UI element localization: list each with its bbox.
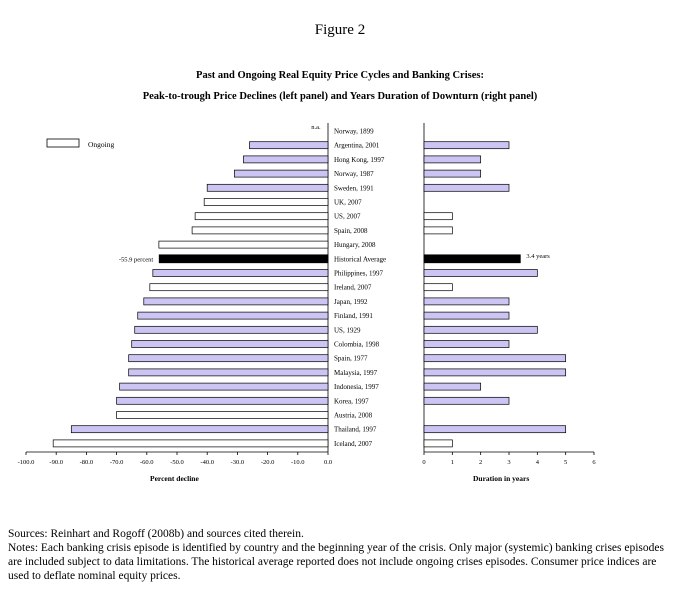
category-label-austria-2008: Austria, 2008	[334, 412, 373, 420]
left-bar-thailand-1997	[70, 425, 329, 434]
right-x-axis-label: Duration in years	[473, 474, 529, 483]
chart-subtitle: Peak-to-trough Price Declines (left pane…	[142, 91, 538, 102]
left-bar-uk-2007	[203, 198, 329, 206]
category-label-argentina-2001: Argentina, 2001	[334, 142, 380, 150]
figure-label: Figure 2	[314, 22, 366, 38]
left-x-tick-label: -80.0	[80, 459, 94, 466]
category-label-malaysia-1997: Malaysia, 1997	[334, 369, 378, 377]
left-average-label: -55.9 percent	[119, 256, 153, 263]
left-x-tick-label: -10.0	[291, 459, 305, 466]
right-bar-argentina-2001	[423, 141, 510, 150]
right-x-tick-label: 4	[536, 459, 540, 466]
left-bar-finland-1991	[137, 311, 329, 320]
left-bar-colombia-1998	[131, 340, 329, 348]
left-bar-iceland-2007	[52, 439, 329, 448]
right-x-tick-label: 3	[507, 459, 510, 466]
category-label-sweden-1991: Sweden, 1991	[334, 184, 374, 192]
category-label-japan-1992: Japan, 1992	[334, 298, 368, 306]
right-bar-malaysia-1997	[423, 368, 567, 377]
left-bar-hong-kong-1997	[243, 155, 329, 164]
left-panel: -100.0 -90.0 -80.0 -70.0 -60.0 -50.0 -40.0 -30.…	[18, 123, 332, 466]
right-bar-spain-1977	[423, 354, 567, 363]
category-label-spain-1977: Spain, 1977	[334, 355, 368, 363]
left-bar-spain-1977	[128, 354, 329, 363]
left-bar-korea-1997	[116, 396, 329, 405]
left-x-tick-label: -100.0	[18, 459, 35, 466]
right-bar-philippines-1997	[423, 269, 538, 277]
right-panel: 0 1 2 3 4 5 6 3.4 years	[422, 123, 596, 466]
right-bar-norway-1987	[423, 169, 482, 178]
left-bar-austria-2008	[116, 411, 329, 419]
category-label-us-2007: US, 2007	[334, 213, 361, 221]
right-x-tick-label: 2	[479, 459, 482, 466]
left-bar-sweden-1991	[206, 183, 329, 192]
category-label-iceland-2007: Iceland, 2007	[334, 440, 373, 448]
category-label-korea-1997: Korea, 1997	[334, 397, 369, 405]
right-bar-iceland-2007	[423, 439, 453, 448]
category-label-hong-kong-1997: Hong Kong, 1997	[334, 156, 385, 164]
category-label-norway-1899: Norway, 1899	[334, 128, 374, 136]
right-bar-indonesia-1997	[423, 382, 482, 391]
right-bar-japan-1992	[423, 297, 510, 306]
category-labels: Norway, 1899 Argentina, 2001 Hong Kong, 19…	[334, 128, 386, 448]
left-bar-spain-2008	[191, 226, 329, 235]
category-label-philippines-1997: Philippines, 1997	[334, 270, 384, 278]
na-label: n.a.	[311, 124, 321, 131]
right-bar-us-1929	[423, 325, 538, 334]
right-bar-colombia-1998	[423, 340, 510, 348]
left-bar-us-1929	[134, 325, 329, 334]
right-x-tick-label: 6	[592, 459, 596, 466]
category-label-spain-2008: Spain, 2008	[334, 227, 368, 235]
right-bar-us-2007	[423, 212, 453, 221]
right-bar-spain-2008	[423, 226, 453, 235]
left-x-tick-label: -90.0	[49, 459, 63, 466]
category-label-indonesia-1997: Indonesia, 1997	[334, 383, 379, 391]
left-x-tick-label: -60.0	[140, 459, 154, 466]
left-bar-argentina-2001	[249, 141, 329, 150]
left-x-axis-label: Percent decline	[150, 474, 199, 483]
category-label-colombia-1998: Colombia, 1998	[334, 341, 380, 349]
right-bar-ireland-2007	[423, 283, 453, 292]
right-x-tick-label: 5	[564, 459, 567, 466]
left-x-tick-label: -70.0	[110, 459, 124, 466]
category-label-thailand-1997: Thailand, 1997	[334, 426, 377, 434]
right-bar-thailand-1997	[423, 425, 567, 434]
right-bar-finland-1991	[423, 311, 510, 320]
category-label-finland-1991: Finland, 1991	[334, 312, 373, 320]
category-label-historical-average: Historical Average	[334, 255, 386, 263]
legend: Ongoing	[46, 138, 115, 149]
notes-text: Notes: Each banking crisis episode is id…	[8, 542, 664, 582]
left-bar-historical-average	[158, 254, 329, 264]
sources-note: Sources: Reinhart and Rogoff (2008b) and…	[8, 528, 304, 540]
right-bar-sweden-1991	[423, 183, 510, 192]
left-bar-malaysia-1997	[128, 368, 329, 377]
left-x-tick-label: -20.0	[261, 459, 275, 466]
left-bar-us-2007	[194, 212, 329, 221]
left-x-tick-label: -30.0	[231, 459, 245, 466]
left-x-tick-label: -40.0	[200, 459, 214, 466]
category-label-ireland-2007: Ireland, 2007	[334, 284, 372, 292]
chart-canvas: Ongoing -100.0 -90.0 -80.0 -70.0 -60.0 -50.0-…	[18, 123, 596, 483]
left-bar-philippines-1997	[152, 269, 329, 277]
chart-title: Past and Ongoing Real Equity Price Cycle…	[196, 70, 484, 81]
category-label-us-1929: US, 1929	[334, 326, 361, 334]
left-bar-ireland-2007	[149, 283, 329, 292]
right-x-tick-label: 1	[451, 459, 454, 466]
left-bar-japan-1992	[143, 297, 329, 306]
right-average-label: 3.4 years	[526, 253, 550, 260]
right-x-tick-label: 0	[422, 459, 425, 466]
category-label-norway-1987: Norway, 1987	[334, 170, 374, 178]
legend-label-ongoing: Ongoing	[88, 140, 115, 149]
left-bar-hungary-2008	[158, 240, 329, 249]
right-bar-hong-kong-1997	[423, 155, 482, 164]
left-x-tick-label: -50.0	[170, 459, 184, 466]
left-x-tick-label: 0.0	[324, 459, 332, 466]
right-bar-korea-1997	[423, 396, 510, 405]
right-bar-historical-average	[423, 254, 521, 264]
category-label-hungary-2008: Hungary, 2008	[334, 241, 376, 249]
left-bar-indonesia-1997	[119, 382, 329, 391]
category-label-uk-2007: UK, 2007	[334, 199, 362, 207]
left-bar-norway-1987	[234, 169, 329, 178]
legend-swatch-ongoing	[46, 138, 80, 148]
